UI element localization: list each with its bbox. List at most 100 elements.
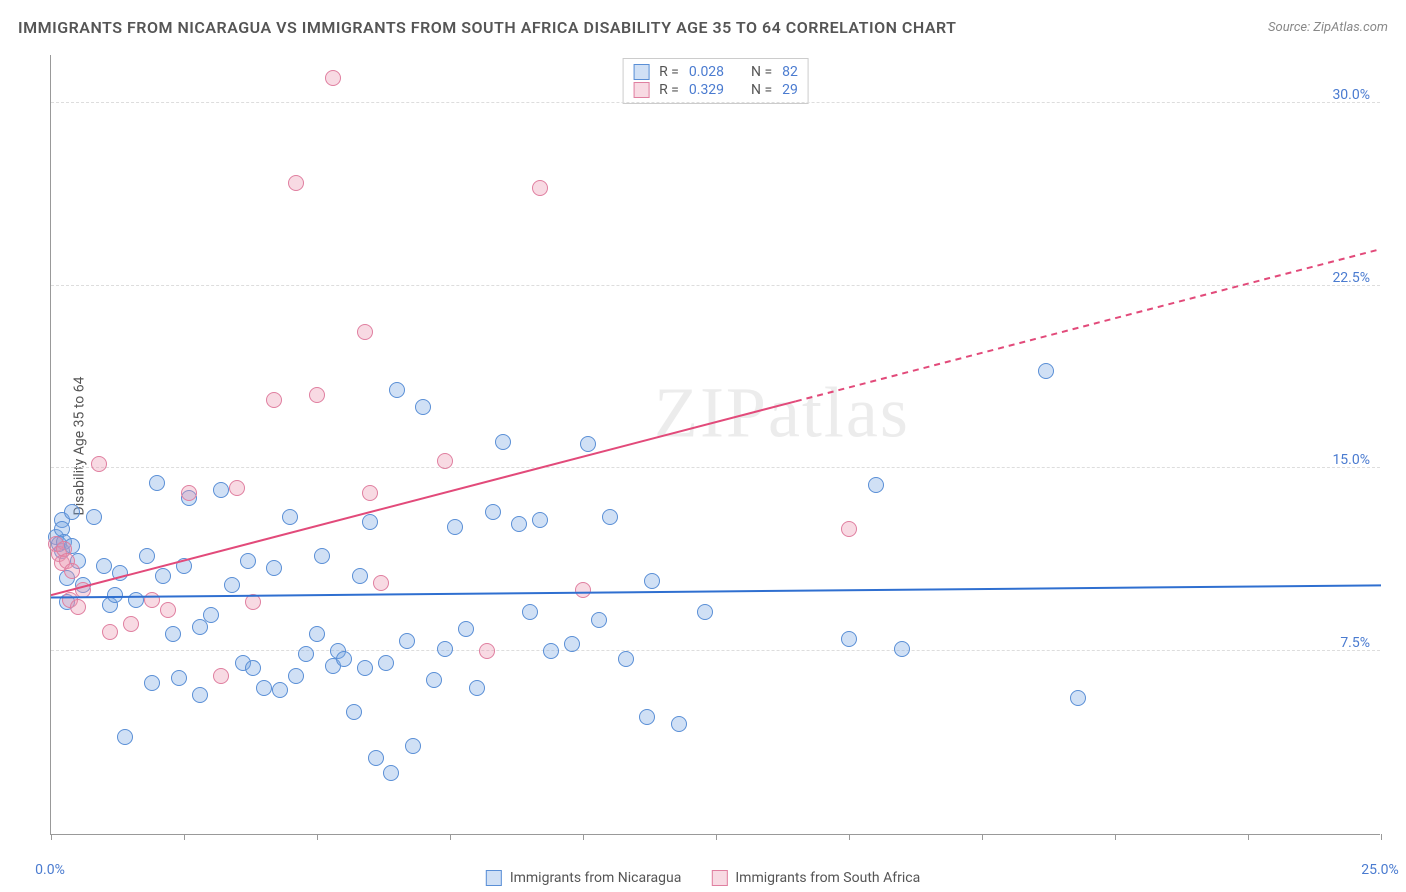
point-south-africa (75, 582, 91, 598)
point-nicaragua (336, 651, 352, 667)
x-tick (184, 834, 185, 840)
correlation-legend: R = 0.028 N = 82 R = 0.329 N = 29 (622, 58, 809, 104)
point-south-africa (144, 592, 160, 608)
legend-swatch-nicaragua (486, 870, 502, 886)
point-south-africa (70, 599, 86, 615)
n-label: N = (751, 64, 772, 80)
legend-label: Immigrants from Nicaragua (510, 870, 682, 886)
point-nicaragua (352, 568, 368, 584)
legend-row: R = 0.028 N = 82 (633, 63, 798, 81)
chart-source: Source: ZipAtlas.com (1268, 20, 1388, 35)
point-south-africa (288, 175, 304, 191)
point-nicaragua (86, 509, 102, 525)
point-nicaragua (644, 573, 660, 589)
point-nicaragua (245, 660, 261, 676)
legend-swatch-nicaragua (633, 64, 649, 80)
n-value: 82 (782, 64, 798, 80)
legend-swatch-south-africa (633, 82, 649, 98)
y-tick-label: 22.5% (1332, 270, 1370, 286)
point-south-africa (102, 624, 118, 640)
legend-item: Immigrants from Nicaragua (486, 870, 682, 886)
point-nicaragua (165, 626, 181, 642)
n-label: N = (751, 82, 772, 98)
point-nicaragua (618, 651, 634, 667)
x-tick (450, 834, 451, 840)
x-tick (583, 834, 584, 840)
point-nicaragua (591, 612, 607, 628)
x-tick (317, 834, 318, 840)
point-south-africa (479, 643, 495, 659)
point-nicaragua (139, 548, 155, 564)
chart-title: IMMIGRANTS FROM NICARAGUA VS IMMIGRANTS … (18, 18, 957, 37)
gridline (51, 650, 1380, 651)
r-label: R = (659, 82, 679, 98)
point-south-africa (532, 180, 548, 196)
point-nicaragua (602, 509, 618, 525)
point-nicaragua (362, 514, 378, 530)
legend-label: Immigrants from South Africa (735, 870, 920, 886)
point-south-africa (91, 456, 107, 472)
point-nicaragua (176, 558, 192, 574)
point-nicaragua (639, 709, 655, 725)
x-tick (1381, 834, 1382, 840)
point-nicaragua (346, 704, 362, 720)
point-nicaragua (266, 560, 282, 576)
point-nicaragua (117, 729, 133, 745)
point-nicaragua (564, 636, 580, 652)
point-south-africa (357, 324, 373, 340)
point-nicaragua (256, 680, 272, 696)
point-south-africa (841, 521, 857, 537)
point-south-africa (245, 594, 261, 610)
point-nicaragua (96, 558, 112, 574)
point-nicaragua (357, 660, 373, 676)
point-nicaragua (469, 680, 485, 696)
y-tick-label: 15.0% (1332, 452, 1370, 468)
point-nicaragua (580, 436, 596, 452)
point-nicaragua (697, 604, 713, 620)
point-south-africa (362, 485, 378, 501)
point-south-africa (325, 70, 341, 86)
point-nicaragua (415, 399, 431, 415)
n-value: 29 (782, 82, 798, 98)
point-south-africa (229, 480, 245, 496)
point-nicaragua (288, 668, 304, 684)
point-south-africa (309, 387, 325, 403)
point-nicaragua (868, 477, 884, 493)
point-nicaragua (128, 592, 144, 608)
r-label: R = (659, 64, 679, 80)
r-value: 0.028 (689, 64, 724, 80)
point-south-africa (437, 453, 453, 469)
watermark: ZIPatlas (654, 372, 910, 455)
gridline (51, 467, 1380, 468)
point-nicaragua (495, 434, 511, 450)
point-nicaragua (671, 716, 687, 732)
point-nicaragua (112, 565, 128, 581)
point-nicaragua (171, 670, 187, 686)
point-nicaragua (458, 621, 474, 637)
point-nicaragua (107, 587, 123, 603)
x-tick (982, 834, 983, 840)
point-south-africa (160, 602, 176, 618)
point-nicaragua (522, 604, 538, 620)
point-nicaragua (144, 675, 160, 691)
y-tick-label: 7.5% (1340, 635, 1370, 651)
point-nicaragua (399, 633, 415, 649)
x-tick-label: 0.0% (35, 862, 65, 878)
x-tick (1115, 834, 1116, 840)
point-nicaragua (282, 509, 298, 525)
point-nicaragua (532, 512, 548, 528)
point-nicaragua (224, 577, 240, 593)
x-tick (849, 834, 850, 840)
point-nicaragua (213, 482, 229, 498)
point-south-africa (575, 582, 591, 598)
legend-row: R = 0.329 N = 29 (633, 81, 798, 99)
point-nicaragua (437, 641, 453, 657)
point-nicaragua (894, 641, 910, 657)
point-nicaragua (309, 626, 325, 642)
point-nicaragua (203, 607, 219, 623)
point-south-africa (64, 563, 80, 579)
gridline (51, 102, 1380, 103)
point-nicaragua (841, 631, 857, 647)
point-nicaragua (64, 504, 80, 520)
point-south-africa (373, 575, 389, 591)
